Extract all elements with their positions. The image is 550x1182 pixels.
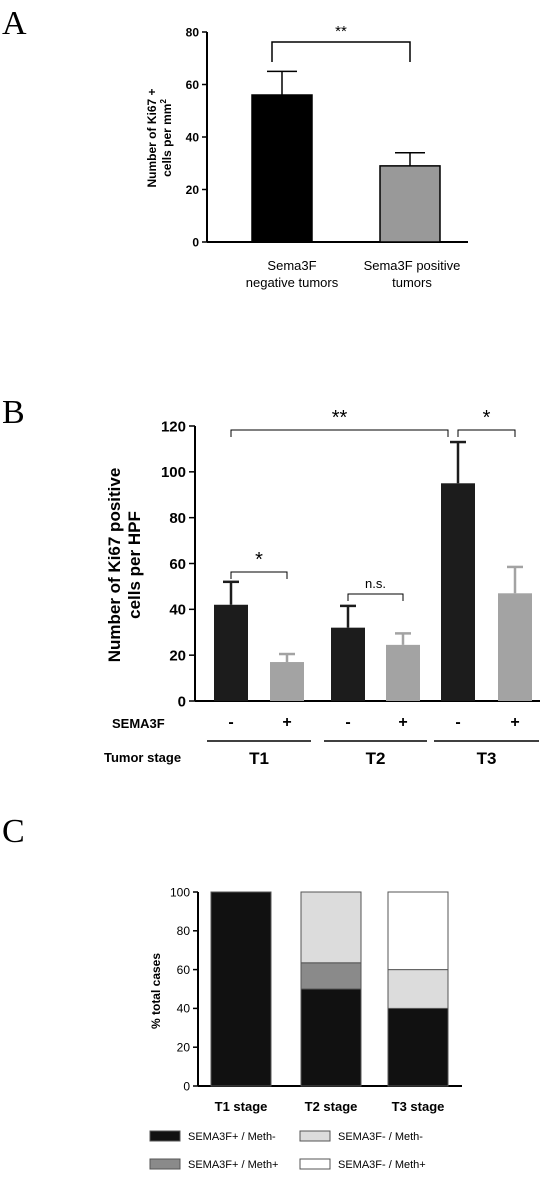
y-tick-label: 40 [186,130,200,144]
panel-a-bars [207,70,468,243]
panel-c-y-axis: 0 20 40 60 80 100 [170,885,199,1093]
group-label-t1: T1 [249,749,269,768]
y-tick-label: 120 [161,418,186,435]
y-tick-label: 100 [170,885,190,899]
sema3f-sign-5: - [455,714,460,731]
y-tick-label: 80 [186,25,200,39]
panel-b-y-axis-title: Number of Ki67 positive cells per HPF [105,468,144,663]
panel-c-bars [198,891,462,1087]
legend-swatch-3 [299,1130,331,1142]
sema3f-sign-2: + [282,714,291,731]
legend-swatch-2 [149,1158,181,1170]
sig-b-1-bracket [230,571,288,579]
sema3f-sign-3: - [345,714,350,731]
group-label-t2: T2 [366,749,386,768]
legend-label-1: SEMA3F+ / Meth- [188,1131,276,1143]
panel-b-bars [195,440,540,702]
panel-a-significance: ** [271,23,411,62]
sema3f-sign-6: + [510,714,519,731]
panel-a-chart: A Number of Ki67 + cells per mm2 0 20 40 60… [2,5,468,290]
panel-b-y-axis: 0 20 40 60 80 100 120 [161,418,196,710]
legend-label-4: SEMA3F- / Meth+ [338,1159,426,1171]
sema3f-row-label: SEMA3F [112,716,165,731]
legend-swatch-1 [149,1130,181,1142]
panel-label-b: B [2,394,25,431]
x-label-a-1-line2: negative tumors [246,275,339,290]
panel-label-c: C [2,813,25,850]
y-tick-label: 40 [169,602,186,619]
x-label-a-2-line2: tumors [392,275,432,290]
sema3f-sign-4: + [398,714,407,731]
legend-label-2: SEMA3F+ / Meth+ [188,1159,278,1171]
y-tick-label: 0 [178,693,186,710]
y-tick-label: 0 [183,1079,190,1093]
panel-c-legend: SEMA3F+ / Meth- SEMA3F+ / Meth+ SEMA3F- / … [149,1130,426,1171]
panel-a-ylabel-line1: Number of Ki67 + [145,88,159,187]
y-tick-label: 20 [169,648,186,665]
x-label-a-2-line1: Sema3F positive [364,258,461,273]
sig-b-3-bracket [457,429,516,437]
tumor-stage-row-label: Tumor stage [104,750,181,765]
y-tick-label: 60 [169,556,186,573]
panel-c-x-labels: T1 stage T2 stage T3 stage [215,1099,445,1114]
group-label-t3: T3 [477,749,497,768]
x-label-c-3: T3 stage [392,1099,445,1114]
bar-b-6 [498,593,532,701]
panel-label-a: A [2,5,27,42]
sig-b-4-label: ** [332,407,348,429]
bar-b-4 [386,644,420,701]
x-label-c-2: T2 stage [305,1099,358,1114]
y-tick-label: 20 [186,183,200,197]
bar-b-5 [441,483,475,701]
panel-b-ylabel-line2: cells per HPF [125,511,144,619]
panel-b-sema3f-signs: - + - + - + [228,714,519,731]
svg-text:cells per mm2: cells per mm2 [159,99,174,177]
segment-1-1 [210,891,272,1087]
segment-3-1 [387,1007,449,1087]
sig-a-label: ** [335,23,347,40]
panel-a-y-axis: 0 20 40 60 80 [186,25,208,249]
y-tick-label: 0 [192,235,199,249]
sig-b-1-label: * [255,549,263,571]
sig-b-3-label: * [483,407,491,429]
y-tick-label: 60 [186,78,200,92]
segment-3-3 [387,969,449,1009]
panel-b-ylabel-line1: Number of Ki67 positive [105,468,124,663]
legend-swatch-4 [299,1158,331,1170]
panel-a-x-labels: Sema3F negative tumors Sema3F positive t… [246,258,461,290]
segment-2-2 [300,962,362,990]
sig-b-2-bracket [347,593,404,601]
segment-2-3 [300,891,362,964]
sema3f-sign-1: - [228,714,233,731]
panel-c-chart: C % total cases 0 20 40 60 80 100 T1 stage T2 … [2,813,462,1171]
sig-b-4-bracket [230,429,449,437]
y-tick-label: 60 [177,963,191,977]
bar-b-1 [214,604,248,701]
panel-c-y-axis-title: % total cases [149,953,163,1029]
panel-a-y-axis-title: Number of Ki67 + cells per mm2 [145,88,174,187]
x-label-c-1: T1 stage [215,1099,268,1114]
panel-a-ylabel-line2: cells per mm [160,104,174,177]
panel-b-group-labels: T1 T2 T3 [207,740,539,768]
panel-b-significance: *n.s.*** [230,407,516,601]
segment-3-4 [387,891,449,971]
bar-a-1 [251,94,313,243]
legend-label-3: SEMA3F- / Meth- [338,1131,423,1143]
segment-2-1 [300,988,362,1087]
bar-a-2 [379,165,441,243]
y-tick-label: 80 [169,510,186,527]
panel-c-ylabel: % total cases [149,953,163,1029]
x-label-a-1-line1: Sema3F [267,258,316,273]
sig-b-2-label: n.s. [365,576,386,591]
panel-b-chart: B Number of Ki67 positive cells per HPF … [2,394,540,768]
y-tick-label: 100 [161,464,186,481]
bar-b-2 [270,662,304,701]
sig-a-bracket [271,41,411,62]
bar-b-3 [331,627,365,701]
panel-a-ylabel-sup: 2 [159,99,168,104]
y-tick-label: 80 [177,924,191,938]
y-tick-label: 40 [177,1002,191,1016]
y-tick-label: 20 [177,1041,191,1055]
